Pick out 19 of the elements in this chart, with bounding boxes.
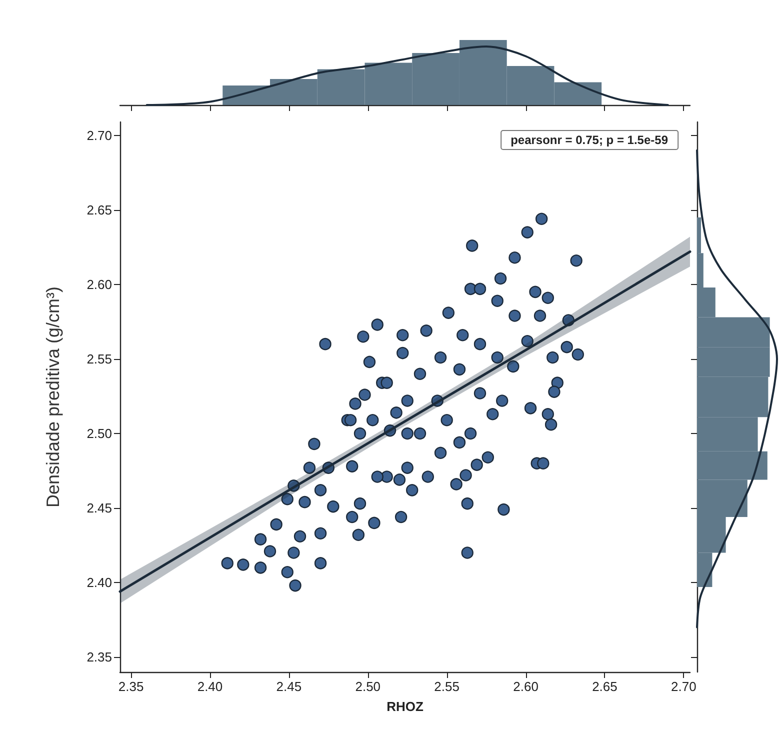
x-tick-label: 2.60 bbox=[513, 679, 538, 694]
x-tick-label: 2.50 bbox=[355, 679, 381, 694]
y-tick-label: 2.60 bbox=[86, 276, 112, 292]
y-tick-label: 2.50 bbox=[86, 426, 112, 442]
y-tick-label: 2.45 bbox=[86, 500, 112, 516]
x-tick-label: 2.45 bbox=[276, 679, 302, 694]
x-tick-label: 2.35 bbox=[118, 679, 144, 694]
x-tick-label: 2.65 bbox=[592, 679, 618, 694]
y-tick-label: 2.55 bbox=[86, 351, 112, 366]
y-axis-title: Densidade preditiva (g/cm³) bbox=[43, 286, 63, 508]
x-axis-title: RHOZ bbox=[386, 699, 424, 714]
annotation: pearsonr = 0.75; p = 1.5e-59 bbox=[510, 133, 668, 147]
y-tick-label: 2.65 bbox=[86, 202, 112, 218]
y-tick-label: 2.70 bbox=[86, 128, 112, 143]
x-tick-label: 2.55 bbox=[434, 679, 460, 694]
y-tick-label: 2.40 bbox=[86, 575, 112, 590]
x-tick-label: 2.70 bbox=[671, 679, 696, 694]
x-tick-label: 2.40 bbox=[197, 679, 223, 694]
y-tick-label: 2.35 bbox=[86, 650, 112, 665]
